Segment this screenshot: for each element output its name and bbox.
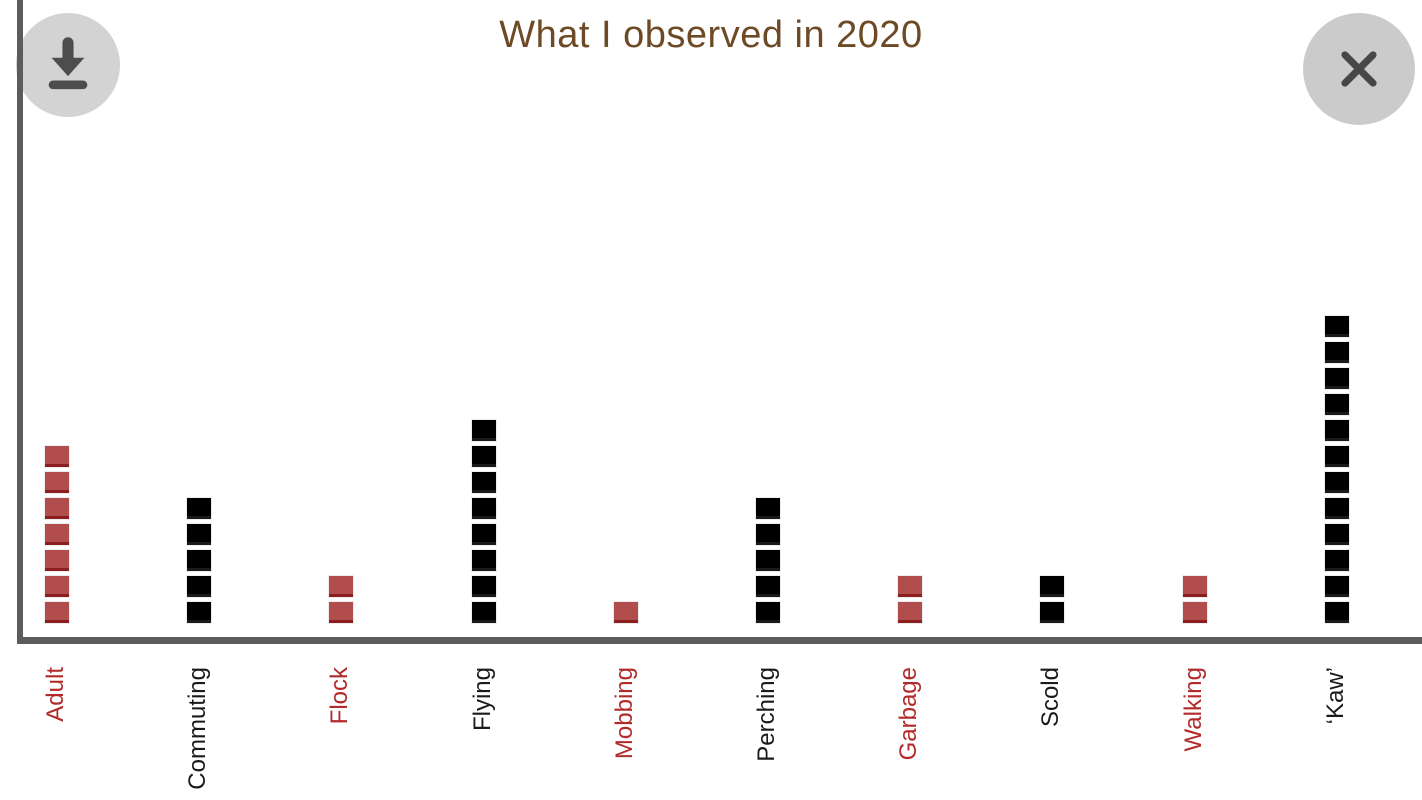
unit-square (756, 498, 780, 519)
unit-square (45, 472, 69, 493)
unit-square (471, 524, 496, 545)
unit-square (471, 576, 496, 597)
unit-square (1324, 498, 1349, 519)
unit-square (45, 524, 69, 545)
bar-column-scold (1040, 576, 1065, 623)
download-button[interactable] (16, 13, 120, 117)
unit-square (45, 576, 69, 597)
axis-label-commuting: Commuting (184, 667, 212, 790)
unit-square (898, 602, 923, 623)
axis-label-kaw: ‘Kaw’ (1321, 667, 1349, 725)
axis-label-perching: Perching (753, 667, 780, 762)
bar-column-walking (1182, 576, 1207, 623)
y-axis-line (17, 0, 23, 644)
unit-square (45, 602, 69, 623)
axis-label-walking: Walking (1179, 667, 1207, 752)
unit-square (613, 602, 638, 623)
unit-square (1324, 524, 1349, 545)
unit-square (1324, 368, 1349, 389)
unit-square (471, 550, 496, 571)
unit-square (471, 446, 496, 467)
axis-label-mobbing: Mobbing (610, 667, 638, 760)
unit-square (471, 420, 496, 441)
unit-square (1324, 576, 1349, 597)
unit-square (1324, 420, 1349, 441)
x-axis-line (17, 637, 1422, 644)
axis-label-flock: Flock (326, 667, 354, 725)
unit-square (45, 550, 69, 571)
bar-column-flying (471, 420, 496, 623)
unit-square (187, 524, 212, 545)
unit-square (1182, 602, 1207, 623)
unit-square (187, 576, 212, 597)
unit-square (187, 550, 212, 571)
unit-square (1324, 342, 1349, 363)
download-icon (39, 36, 97, 94)
axis-label-garbage: Garbage (895, 667, 923, 761)
unit-square (1324, 394, 1349, 415)
axis-label-adult: Adult (42, 667, 69, 722)
axis-label-flying: Flying (468, 667, 496, 732)
bar-column-mobbing (613, 602, 638, 623)
bar-column-perching (756, 498, 780, 623)
unit-square (1324, 550, 1349, 571)
unit-square (756, 576, 780, 597)
unit-square (1324, 316, 1349, 337)
unit-square (756, 524, 780, 545)
unit-square (471, 602, 496, 623)
bar-column-adult (45, 446, 69, 623)
unit-square (187, 602, 212, 623)
bar-column-commuting (187, 498, 212, 623)
unit-square (1324, 602, 1349, 623)
unit-square (187, 498, 212, 519)
unit-square (1182, 576, 1207, 597)
close-button[interactable] (1303, 13, 1415, 125)
unit-square (45, 446, 69, 467)
unit-square (1324, 446, 1349, 467)
unit-square (329, 602, 354, 623)
unit-square (756, 550, 780, 571)
unit-square (471, 498, 496, 519)
unit-square (1040, 576, 1065, 597)
close-icon (1333, 43, 1385, 95)
unit-square (1324, 472, 1349, 493)
axis-label-scold: Scold (1037, 667, 1065, 728)
unit-square (329, 576, 354, 597)
bar-column-kaw (1324, 316, 1349, 623)
unit-square (898, 576, 923, 597)
page-title: What I observed in 2020 (499, 14, 923, 56)
unit-square (45, 498, 69, 519)
bar-column-garbage (898, 576, 923, 623)
unit-square (756, 602, 780, 623)
unit-square (1040, 602, 1065, 623)
bar-column-flock (329, 576, 354, 623)
unit-square (471, 472, 496, 493)
